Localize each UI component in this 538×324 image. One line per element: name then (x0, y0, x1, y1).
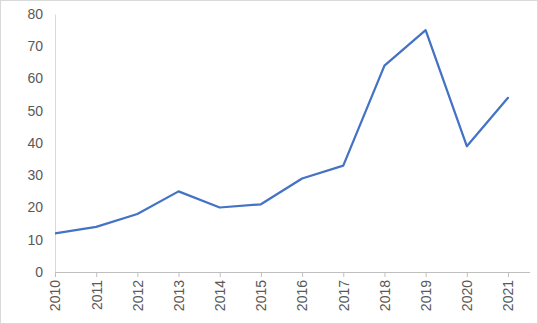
x-tick-mark (55, 272, 56, 277)
x-tick: 2019 (418, 272, 434, 311)
x-tick: 2021 (500, 272, 516, 311)
x-tick: 2018 (377, 272, 393, 311)
x-tick: 2020 (459, 272, 475, 311)
x-tick-label: 2010 (47, 280, 63, 311)
x-tick-mark (137, 272, 138, 277)
x-axis-line (55, 272, 530, 273)
y-tick-label: 30 (27, 167, 43, 183)
y-tick: 70 (27, 38, 55, 54)
y-tick-label: 10 (27, 232, 43, 248)
x-tick-label: 2017 (336, 280, 352, 311)
x-tick: 2011 (89, 272, 105, 310)
x-tick-label: 2014 (212, 280, 228, 311)
y-tick: 60 (27, 70, 55, 86)
x-tick-label: 2021 (500, 280, 516, 311)
x-tick-label: 2016 (294, 280, 310, 311)
x-tick: 2010 (47, 272, 63, 311)
y-tick: 20 (27, 199, 55, 215)
x-tick-mark (467, 272, 468, 277)
x-tick-label: 2013 (171, 280, 187, 311)
x-tick-mark (179, 272, 180, 277)
plot-area (55, 30, 508, 233)
y-tick: 80 (27, 6, 55, 22)
y-axis: 0 10 20 30 40 50 60 70 80 (27, 6, 55, 280)
chart-border (1, 1, 538, 324)
x-tick-label: 2011 (89, 280, 105, 310)
x-tick-mark (426, 272, 427, 277)
x-tick: 2012 (130, 272, 146, 311)
y-tick-label: 50 (27, 103, 43, 119)
y-tick: 0 (35, 264, 55, 280)
chart: 0102030405060708020102011201220132014201… (0, 0, 538, 324)
x-tick-label: 2018 (377, 280, 393, 311)
x-tick-label: 2015 (253, 280, 269, 311)
data-line (55, 30, 508, 233)
y-tick-label: 20 (27, 199, 43, 215)
x-tick-mark (261, 272, 262, 277)
x-tick-mark (96, 272, 97, 277)
x-tick-label: 2019 (418, 280, 434, 311)
y-tick-label: 0 (35, 264, 43, 280)
x-tick-mark (343, 272, 344, 277)
y-tick: 30 (27, 167, 55, 183)
y-tick: 50 (27, 103, 55, 119)
y-tick-label: 70 (27, 38, 43, 54)
x-tick-label: 2012 (130, 280, 146, 311)
y-tick-label: 40 (27, 135, 43, 151)
x-tick: 2013 (171, 272, 187, 311)
x-tick-mark (508, 272, 509, 277)
y-tick: 10 (27, 232, 55, 248)
x-tick-mark (302, 272, 303, 277)
x-tick: 2014 (212, 272, 228, 311)
x-tick: 2015 (253, 272, 269, 311)
y-tick-label: 60 (27, 70, 43, 86)
x-tick-label: 2020 (459, 280, 475, 311)
y-tick: 40 (27, 135, 55, 151)
y-tick-label: 80 (27, 6, 43, 22)
x-tick-mark (384, 272, 385, 277)
x-tick-mark (220, 272, 221, 277)
x-axis: 2010 2011 2012 2013 2014 2015 2016 2017 2018 2019… (47, 272, 530, 311)
x-tick: 2016 (294, 272, 310, 311)
x-tick: 2017 (336, 272, 352, 311)
